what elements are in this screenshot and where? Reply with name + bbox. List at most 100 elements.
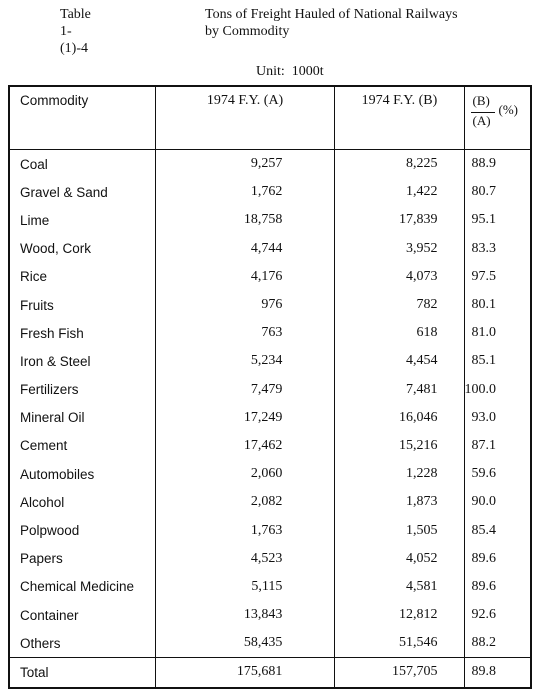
value-cell: 1,422	[334, 178, 465, 207]
value-cell: 157,705	[334, 657, 465, 688]
value-cell: 8,225	[334, 149, 465, 179]
value-cell: 1,763	[154, 516, 336, 545]
data-row: Coal 9,257 8,225 88.9	[8, 149, 532, 179]
value-cell: 763	[154, 319, 336, 348]
value-cell: 87.1	[463, 431, 532, 461]
value-cell: 97.5	[463, 262, 532, 291]
value-cell: 175,681	[154, 657, 336, 688]
commodity-cell: Papers	[8, 544, 156, 573]
value-cell: 81.0	[463, 319, 532, 348]
value-cell: 782	[334, 290, 465, 320]
value-cell: 100.0	[463, 375, 532, 404]
table-number: Table 1-(1)-4	[60, 7, 91, 56]
commodity-cell: Fresh Fish	[8, 319, 156, 348]
commodity-cell: Mineral Oil	[8, 403, 156, 432]
value-cell: 4,523	[154, 544, 336, 573]
value-cell: 4,744	[154, 234, 336, 263]
data-row: Iron & Steel 5,234 4,454 85.1	[8, 347, 532, 376]
data-row: Polpwood 1,763 1,505 85.4	[8, 516, 532, 545]
value-cell: 4,052	[334, 544, 465, 573]
value-cell: 85.4	[463, 516, 532, 545]
value-cell: 5,115	[154, 572, 336, 601]
commodity-cell: Coal	[8, 149, 156, 179]
value-cell: 17,839	[334, 206, 465, 235]
freight-table: Commodity 1974 F.Y. (A) 1974 F.Y. (B) (B…	[8, 85, 532, 689]
value-cell: 1,762	[154, 178, 336, 207]
value-cell: 88.2	[463, 629, 532, 658]
value-cell: 9,257	[154, 149, 336, 179]
data-row: Gravel & Sand 1,762 1,422 80.7	[8, 178, 532, 207]
column-header: 1974 F.Y. (B)	[334, 86, 465, 150]
data-row: Alcohol 2,082 1,873 90.0	[8, 488, 532, 517]
data-row: Papers 4,523 4,052 89.6	[8, 544, 532, 573]
data-row: Fruits 976 782 80.1	[8, 290, 532, 320]
value-cell: 92.6	[463, 601, 532, 630]
commodity-cell: Rice	[8, 262, 156, 291]
title-line: by Commodity	[205, 24, 290, 39]
total-row: Total 175,681 157,705 89.8	[8, 657, 532, 688]
data-row: Wood, Cork 4,744 3,952 83.3	[8, 234, 532, 263]
value-cell: 85.1	[463, 347, 532, 376]
value-cell: 1,505	[334, 516, 465, 545]
value-cell: 2,060	[154, 460, 336, 489]
commodity-cell: Container	[8, 601, 156, 630]
ratio-denominator: (A)	[472, 113, 491, 128]
value-cell: 18,758	[154, 206, 336, 235]
data-row: Cement 17,462 15,216 87.1	[8, 431, 532, 461]
value-cell: 59.6	[463, 460, 532, 489]
commodity-cell: Fertilizers	[8, 375, 156, 404]
value-cell: 4,176	[154, 262, 336, 291]
commodity-cell: Lime	[8, 206, 156, 235]
column-header: 1974 F.Y. (A)	[154, 86, 336, 150]
value-cell: 17,462	[154, 431, 336, 461]
data-row: Lime 18,758 17,839 95.1	[8, 206, 532, 235]
data-row: Automobiles 2,060 1,228 59.6	[8, 460, 532, 489]
value-cell: 80.7	[463, 178, 532, 207]
title-line: Tons of Freight Hauled of National Railw…	[205, 7, 458, 22]
header-row: Commodity 1974 F.Y. (A) 1974 F.Y. (B) (B…	[8, 86, 532, 150]
value-cell: 51,546	[334, 629, 465, 658]
value-cell: 88.9	[463, 149, 532, 179]
table-body: Coal 9,257 8,225 88.9 Gravel & Sand 1,762 1,42…	[8, 149, 532, 688]
value-cell: 4,454	[334, 347, 465, 376]
unit: Unit: 1000t	[256, 64, 324, 79]
ratio-unit: (%)	[498, 102, 519, 117]
ratio-numerator: (B)	[472, 93, 490, 108]
value-cell: 1,873	[334, 488, 465, 517]
value-cell: 12,812	[334, 601, 465, 630]
commodity-cell: Others	[8, 629, 156, 658]
value-cell: 7,479	[154, 375, 336, 404]
value-cell: 15,216	[334, 431, 465, 461]
commodity-cell: Cement	[8, 431, 156, 461]
value-cell: 83.3	[463, 234, 532, 263]
value-cell: 58,435	[154, 629, 336, 658]
column-header: Commodity	[8, 86, 156, 150]
value-cell: 2,082	[154, 488, 336, 517]
commodity-cell: Gravel & Sand	[8, 178, 156, 207]
value-cell: 618	[334, 319, 465, 348]
value-cell: 95.1	[463, 206, 532, 235]
value-cell: 89.8	[463, 657, 532, 688]
data-row: Rice 4,176 4,073 97.5	[8, 262, 532, 291]
ratio-header: (B) (A) (%)	[465, 93, 531, 137]
value-cell: 80.1	[463, 290, 532, 320]
data-row: Mineral Oil 17,249 16,046 93.0	[8, 403, 532, 432]
data-row: Others 58,435 51,546 88.2	[8, 629, 532, 658]
column-header: (B) (A) (%)	[463, 86, 532, 150]
value-cell: 976	[154, 290, 336, 320]
value-cell: 90.0	[463, 488, 532, 517]
commodity-cell: Polpwood	[8, 516, 156, 545]
commodity-cell: Alcohol	[8, 488, 156, 517]
commodity-cell: Total	[8, 657, 156, 688]
value-cell: 1,228	[334, 460, 465, 489]
value-cell: 17,249	[154, 403, 336, 432]
value-cell: 7,481	[334, 375, 465, 404]
data-row: Container 13,843 12,812 92.6	[8, 601, 532, 630]
value-cell: 89.6	[463, 544, 532, 573]
value-cell: 3,952	[334, 234, 465, 263]
value-cell: 13,843	[154, 601, 336, 630]
commodity-cell: Fruits	[8, 290, 156, 320]
fraction-bar	[470, 112, 495, 113]
data-row: Fertilizers 7,479 7,481 100.0	[8, 375, 532, 404]
